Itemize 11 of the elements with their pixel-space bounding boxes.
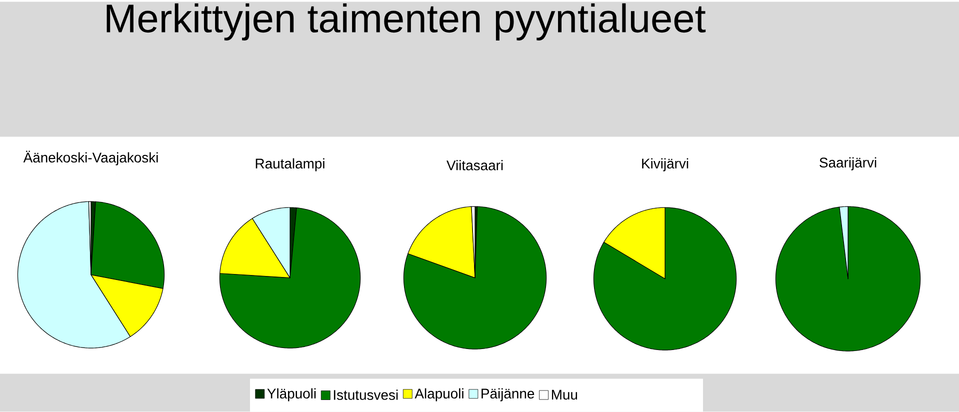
text: Merkittyjen taimenten pyyntialueet xyxy=(106,3,706,41)
legend-label: Istutusvesi xyxy=(334,390,398,400)
chart-title: Rautalampi xyxy=(256,158,324,172)
chart-title: Kivijärvi xyxy=(642,158,688,172)
chart-title: Saarijärvi xyxy=(820,157,876,170)
legend-label: Muu xyxy=(552,390,578,400)
legend-label: Alapuoli xyxy=(414,388,464,402)
chart-title: Äänekoski-Vaajakoski xyxy=(23,150,158,166)
legend-label: Päijänne xyxy=(482,388,534,402)
legend-label: Yläpuoli xyxy=(267,388,316,402)
chart-title: Viitasaari xyxy=(446,160,503,170)
